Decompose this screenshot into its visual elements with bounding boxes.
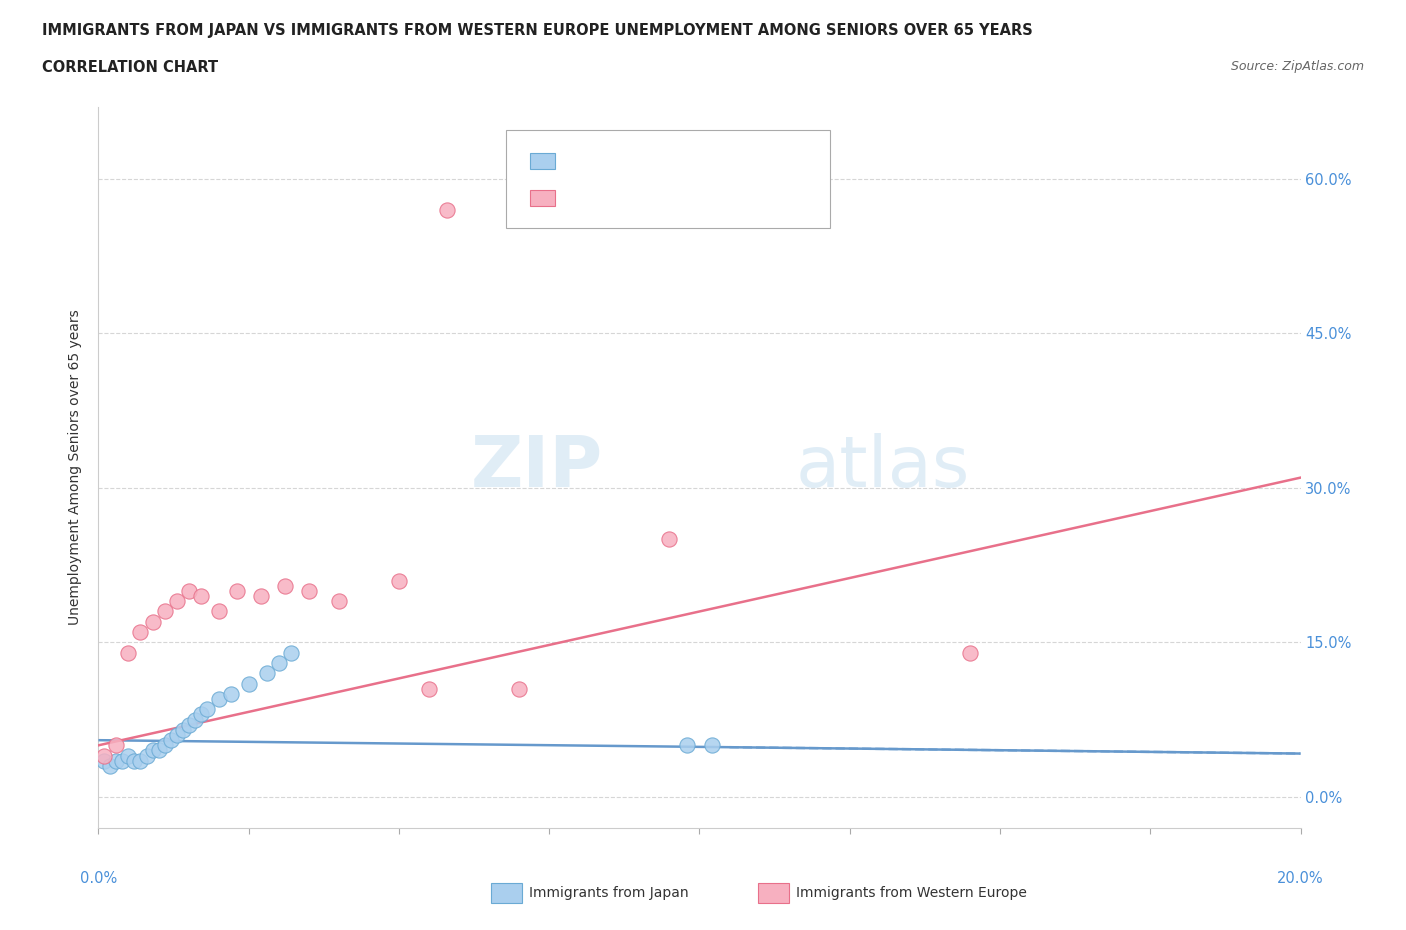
- Point: [141, 615, 163, 630]
- Point: [676, 737, 699, 752]
- Point: [93, 748, 115, 763]
- Point: [298, 583, 321, 598]
- Point: [100, 759, 122, 774]
- Point: [153, 604, 176, 619]
- Point: [166, 593, 188, 608]
- Y-axis label: Unemployment Among Seniors over 65 years: Unemployment Among Seniors over 65 years: [69, 310, 83, 625]
- Point: [141, 743, 163, 758]
- Text: Immigrants from Western Europe: Immigrants from Western Europe: [796, 885, 1026, 900]
- Text: IMMIGRANTS FROM JAPAN VS IMMIGRANTS FROM WESTERN EUROPE UNEMPLOYMENT AMONG SENIO: IMMIGRANTS FROM JAPAN VS IMMIGRANTS FROM…: [42, 23, 1033, 38]
- Point: [436, 203, 458, 218]
- Point: [388, 573, 411, 588]
- Point: [177, 583, 200, 598]
- Point: [172, 723, 194, 737]
- Point: [208, 692, 231, 707]
- Point: [105, 753, 128, 768]
- Point: [959, 645, 981, 660]
- Text: R = -0.121    N = 26: R = -0.121 N = 26: [567, 153, 714, 168]
- Point: [225, 583, 247, 598]
- Point: [117, 748, 139, 763]
- Point: [256, 666, 278, 681]
- Point: [195, 702, 218, 717]
- Point: [93, 753, 115, 768]
- Text: Source: ZipAtlas.com: Source: ZipAtlas.com: [1230, 60, 1364, 73]
- Text: 20.0%: 20.0%: [1277, 871, 1324, 886]
- Point: [700, 737, 723, 752]
- Point: [129, 753, 152, 768]
- Point: [105, 737, 128, 752]
- Text: ZIP: ZIP: [471, 432, 603, 502]
- Point: [183, 712, 205, 727]
- Point: [274, 578, 297, 593]
- Point: [166, 727, 188, 742]
- Text: CORRELATION CHART: CORRELATION CHART: [42, 60, 218, 75]
- Point: [238, 676, 260, 691]
- Point: [177, 717, 200, 732]
- Point: [280, 645, 302, 660]
- Point: [418, 682, 440, 697]
- Text: R = 0.532      N = 21: R = 0.532 N = 21: [567, 191, 718, 206]
- Text: 0.0%: 0.0%: [80, 871, 117, 886]
- Point: [249, 589, 271, 604]
- Text: atlas: atlas: [796, 432, 970, 502]
- Point: [129, 625, 152, 640]
- Point: [124, 753, 146, 768]
- Point: [219, 686, 242, 701]
- Point: [135, 748, 157, 763]
- Point: [328, 593, 350, 608]
- Point: [148, 743, 170, 758]
- Point: [159, 733, 181, 748]
- Point: [508, 682, 530, 697]
- Point: [153, 737, 176, 752]
- Point: [267, 656, 290, 671]
- Point: [190, 589, 212, 604]
- Point: [111, 753, 134, 768]
- Point: [190, 707, 212, 722]
- Point: [208, 604, 231, 619]
- Text: Immigrants from Japan: Immigrants from Japan: [529, 885, 689, 900]
- Point: [117, 645, 139, 660]
- Point: [658, 532, 681, 547]
